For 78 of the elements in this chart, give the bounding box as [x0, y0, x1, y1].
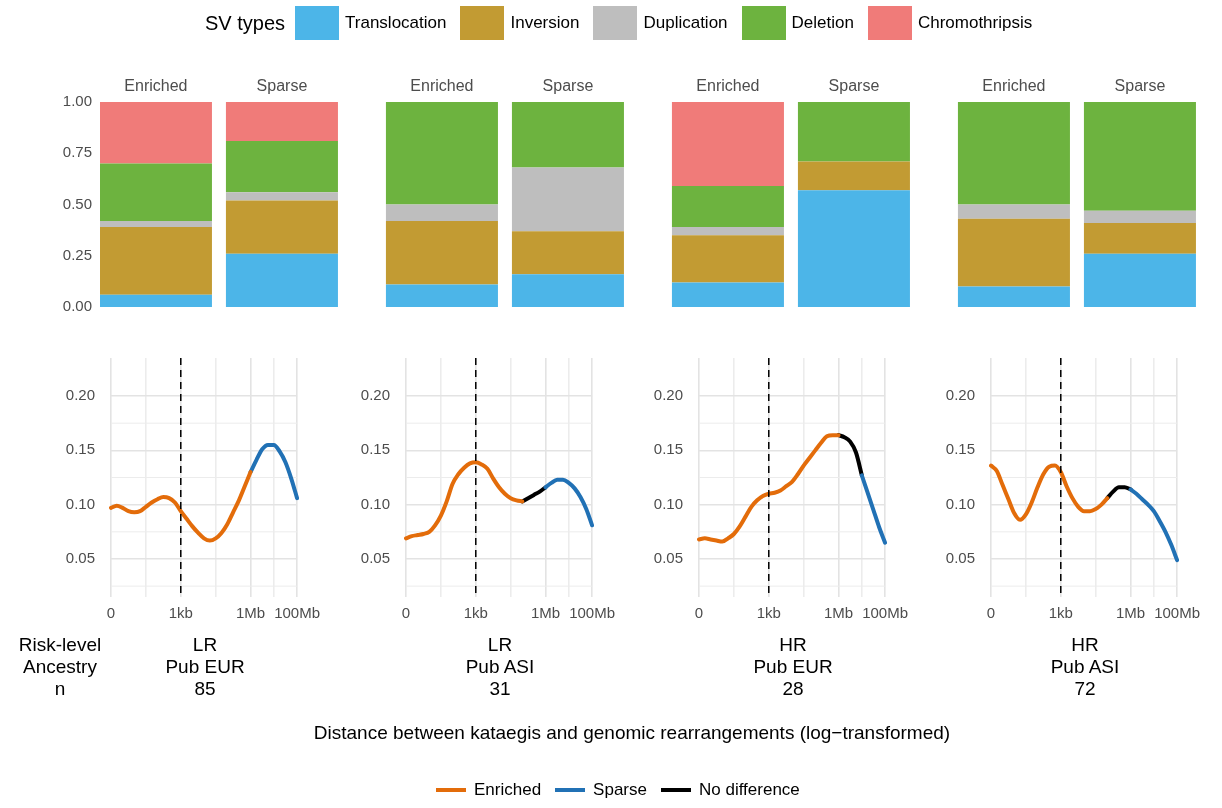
- x-tick-label: 100Mb: [862, 604, 909, 622]
- legend-label: Chromothripsis: [917, 13, 1033, 33]
- legend-label: Deletion: [791, 13, 854, 33]
- x-tick-label: Sparse: [256, 76, 308, 94]
- x-tick-label: Enriched: [696, 76, 760, 94]
- legend-label: Enriched: [474, 780, 542, 800]
- x-tick-label: Sparse: [542, 76, 594, 94]
- legend-label: Inversion: [510, 13, 580, 33]
- legend-label: Translocation: [345, 13, 447, 33]
- y-tick-label: 0.05: [653, 549, 683, 567]
- x-tick-label: 1kb: [1048, 604, 1073, 622]
- x-tick-label: 1kb: [168, 604, 193, 622]
- y-tick-label: 0.15: [945, 440, 975, 458]
- line-series: [109, 470, 253, 543]
- y-tick-label: 0.00: [62, 297, 92, 315]
- x-tick-label: 1Mb: [530, 604, 561, 622]
- x-tick-label: 1kb: [463, 604, 488, 622]
- x-tick-label: 1Mb: [823, 604, 854, 622]
- x-tick-label: Sparse: [1114, 76, 1166, 94]
- legend-label: Sparse: [593, 780, 647, 800]
- y-tick-label: 0.10: [65, 494, 95, 512]
- x-tick-label: Enriched: [124, 76, 188, 94]
- y-tick-label: 0.75: [62, 143, 92, 161]
- x-tick-label: Enriched: [982, 76, 1046, 94]
- text: n: [54, 678, 66, 700]
- x-tick-label: Sparse: [828, 76, 880, 94]
- x-tick-label: 1Mb: [1115, 604, 1146, 622]
- x-tick-label: 0: [694, 604, 704, 622]
- y-tick-label: 0.15: [65, 440, 95, 458]
- x-tick-label: 1Mb: [235, 604, 266, 622]
- legend-label: Duplication: [643, 13, 728, 33]
- x-tick-label: 100Mb: [274, 604, 321, 622]
- y-tick-label: 0.25: [62, 245, 92, 263]
- text: 28: [782, 678, 804, 700]
- y-tick-label: 0.05: [65, 549, 95, 567]
- x-tick-label: 1kb: [756, 604, 781, 622]
- x-tick-label: Enriched: [410, 76, 474, 94]
- y-tick-label: 0.15: [360, 440, 390, 458]
- y-tick-label: 0.05: [945, 549, 975, 567]
- text: Risk-level: [18, 634, 102, 656]
- y-tick-label: 1.00: [62, 92, 92, 110]
- y-tick-label: 0.20: [653, 386, 683, 404]
- text: 31: [489, 678, 511, 700]
- legend-label: No difference: [698, 780, 800, 800]
- line-series: [697, 433, 841, 544]
- text: Pub EUR: [753, 656, 833, 678]
- text: Pub ASI: [1050, 656, 1120, 678]
- text: Pub EUR: [165, 656, 245, 678]
- line-series: [404, 460, 525, 541]
- line-series: [543, 477, 595, 528]
- text: Pub ASI: [465, 656, 535, 678]
- x-tick-label: 0: [401, 604, 411, 622]
- y-tick-label: 0.10: [653, 494, 683, 512]
- line-series: [1128, 487, 1180, 563]
- x-axis-title: Distance between kataegis and genomic rearrangements (log−transformed): [313, 722, 951, 744]
- y-tick-label: 0.20: [945, 386, 975, 404]
- x-tick-label: 100Mb: [569, 604, 616, 622]
- text: 72: [1074, 678, 1096, 700]
- y-tick-label: 0.50: [62, 194, 92, 212]
- text: 85: [194, 678, 216, 700]
- x-tick-label: 0: [106, 604, 116, 622]
- text: LR: [192, 634, 218, 656]
- y-tick-label: 0.20: [360, 386, 390, 404]
- line-series: [248, 442, 300, 501]
- x-tick-label: 100Mb: [1154, 604, 1201, 622]
- y-tick-label: 0.10: [945, 494, 975, 512]
- text: LR: [487, 634, 513, 656]
- y-tick-label: 0.05: [360, 549, 390, 567]
- text: Ancestry: [23, 656, 97, 678]
- legend-title: SV types: [205, 11, 286, 35]
- y-tick-label: 0.20: [65, 386, 95, 404]
- line-series: [989, 463, 1110, 522]
- x-tick-label: 0: [986, 604, 996, 622]
- text: HR: [779, 634, 807, 656]
- text: HR: [1071, 634, 1099, 656]
- y-tick-label: 0.15: [653, 440, 683, 458]
- y-tick-label: 0.10: [360, 494, 390, 512]
- line-series: [859, 473, 888, 545]
